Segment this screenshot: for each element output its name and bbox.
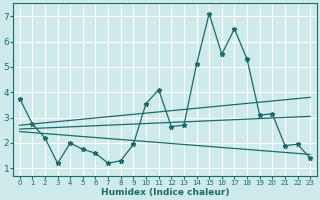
- X-axis label: Humidex (Indice chaleur): Humidex (Indice chaleur): [101, 188, 229, 197]
